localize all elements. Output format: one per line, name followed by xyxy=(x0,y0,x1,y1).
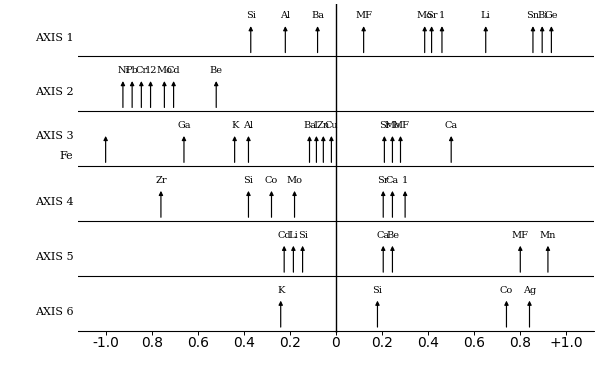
Text: AXIS 2: AXIS 2 xyxy=(35,87,73,97)
Text: 1: 1 xyxy=(439,11,445,20)
Text: Mo: Mo xyxy=(416,11,433,20)
Text: AXIS 4: AXIS 4 xyxy=(35,197,73,207)
Text: Bi: Bi xyxy=(537,11,547,20)
Text: Ag: Ag xyxy=(523,285,536,295)
Text: Co: Co xyxy=(265,176,278,185)
Text: K: K xyxy=(231,121,238,130)
Text: Cd: Cd xyxy=(277,231,291,240)
Text: Li: Li xyxy=(289,231,298,240)
Text: Co: Co xyxy=(500,285,513,295)
Text: Cd: Cd xyxy=(167,66,181,75)
Text: 1: 1 xyxy=(313,121,320,130)
Text: 12: 12 xyxy=(145,66,157,75)
Text: AXIS 5: AXIS 5 xyxy=(35,252,73,262)
Text: Al: Al xyxy=(244,121,254,130)
Text: Mo: Mo xyxy=(157,66,172,75)
Text: Si: Si xyxy=(298,231,308,240)
Text: K: K xyxy=(277,285,284,295)
Text: Fe: Fe xyxy=(60,152,73,161)
Text: Mn: Mn xyxy=(540,231,556,240)
Text: AXIS 6: AXIS 6 xyxy=(35,307,73,317)
Text: Ge: Ge xyxy=(545,11,558,20)
Text: Ca: Ca xyxy=(377,231,390,240)
Text: Be: Be xyxy=(386,231,399,240)
Text: Si: Si xyxy=(244,176,253,185)
Text: Cr: Cr xyxy=(135,66,148,75)
Text: Sn: Sn xyxy=(526,11,539,20)
Text: Si: Si xyxy=(246,11,256,20)
Text: Si: Si xyxy=(373,285,382,295)
Text: Cu: Cu xyxy=(325,121,338,130)
Text: 1: 1 xyxy=(402,176,408,185)
Text: MF: MF xyxy=(392,121,409,130)
Text: Sr: Sr xyxy=(377,176,389,185)
Text: Li: Li xyxy=(481,11,491,20)
Text: Ga: Ga xyxy=(177,121,191,130)
Text: Mo: Mo xyxy=(287,176,302,185)
Text: Pb: Pb xyxy=(125,66,139,75)
Text: Sr: Sr xyxy=(379,121,390,130)
Text: AXIS 3: AXIS 3 xyxy=(35,131,73,141)
Text: Mo: Mo xyxy=(385,121,400,130)
Text: AXIS 1: AXIS 1 xyxy=(35,33,73,42)
Text: Zn: Zn xyxy=(317,121,330,130)
Text: Zr: Zr xyxy=(155,176,167,185)
Text: Al: Al xyxy=(280,11,290,20)
Text: Be: Be xyxy=(210,66,223,75)
Text: Ca: Ca xyxy=(445,121,458,130)
Text: Ba: Ba xyxy=(303,121,316,130)
Text: Ba: Ba xyxy=(311,11,324,20)
Text: MF: MF xyxy=(512,231,529,240)
Text: MF: MF xyxy=(355,11,372,20)
Text: Ni: Ni xyxy=(117,66,129,75)
Text: Sr: Sr xyxy=(426,11,437,20)
Text: Ca: Ca xyxy=(386,176,399,185)
